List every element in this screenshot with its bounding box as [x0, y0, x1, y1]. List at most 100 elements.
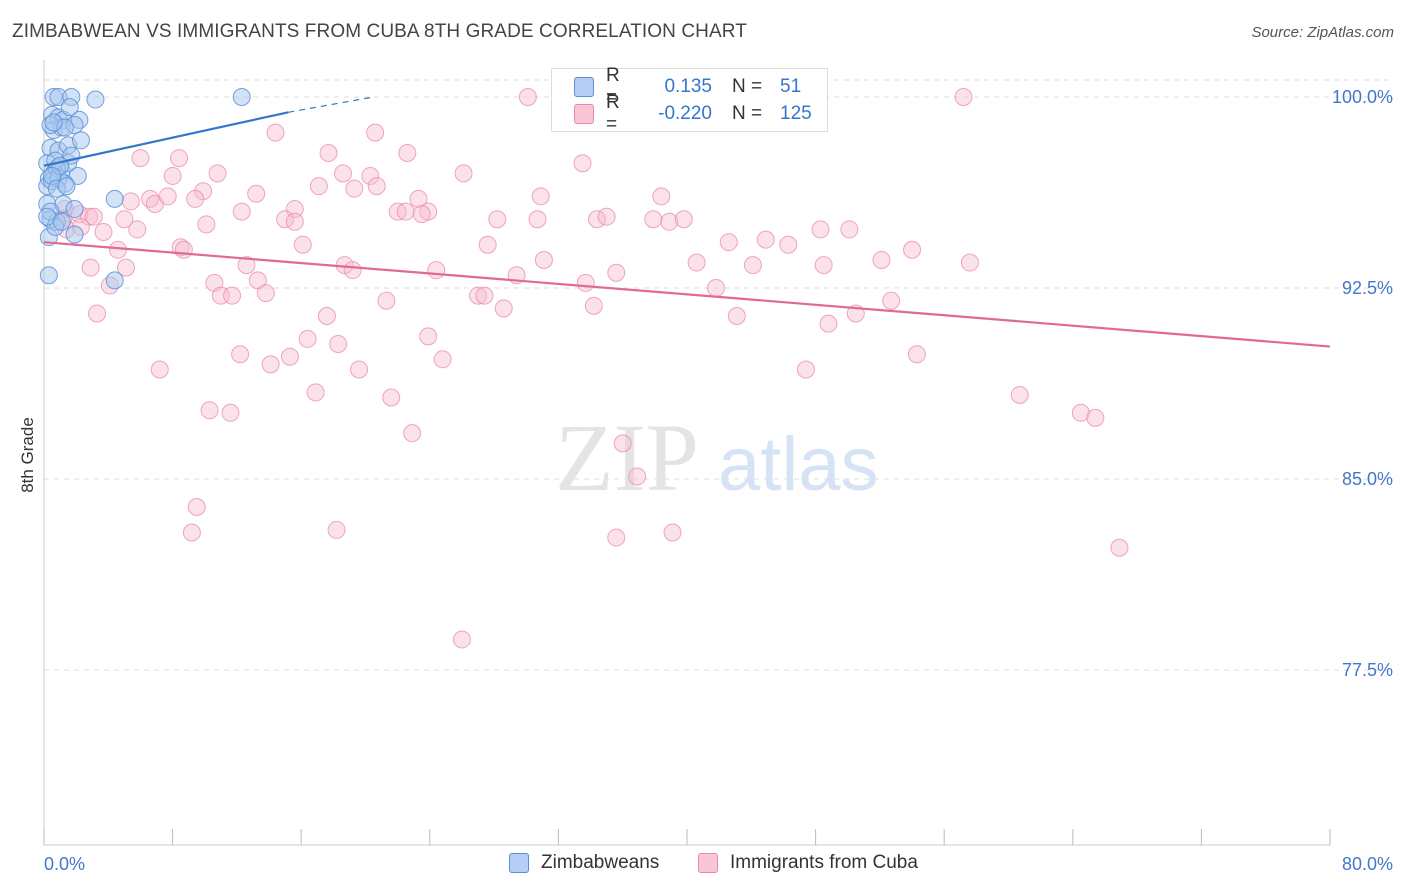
watermark-zip: ZIP: [555, 404, 699, 511]
cuba-point: [231, 345, 250, 364]
cuba-point: [266, 123, 285, 142]
cuba-point: [756, 230, 775, 249]
cuba-point: [584, 296, 603, 315]
legend-item-zimbabweans[interactable]: Zimbabweans: [509, 852, 659, 874]
series-legend: Zimbabweans Immigrants from Cuba: [0, 852, 1406, 878]
cuba-point: [377, 291, 396, 310]
cuba-point: [280, 347, 299, 366]
stats-legend: R = 0.135 N = 51 R = -0.220 N = 125: [551, 65, 828, 135]
legend-swatch-blue: [509, 853, 529, 873]
cuba-point: [779, 235, 798, 254]
cuba-point: [644, 210, 663, 229]
cuba-point: [366, 123, 385, 142]
cuba-point: [396, 202, 415, 221]
cuba-point: [1086, 408, 1105, 427]
legend-label-zimbabweans: Zimbabweans: [541, 852, 660, 873]
legend-n-value-pink: 125: [780, 103, 812, 124]
zimbabwe-point: [71, 131, 90, 150]
cuba-point: [597, 207, 616, 226]
cuba-point: [350, 360, 369, 379]
cuba-point: [285, 212, 304, 231]
zimbabwe-point: [105, 271, 124, 290]
cuba-point: [221, 403, 240, 422]
cuba-point: [158, 187, 177, 206]
cuba-point: [613, 434, 632, 453]
cuba-point: [170, 149, 189, 168]
zimbabwe-point: [52, 212, 71, 231]
cuba-point: [174, 240, 193, 259]
watermark: ZIP atlas: [555, 404, 879, 511]
cuba-point: [409, 189, 428, 208]
cuba-point: [478, 235, 497, 254]
cuba-point: [223, 286, 242, 305]
zimbabwe-point: [39, 266, 58, 285]
cuba-point: [171, 238, 190, 257]
cuba-point: [494, 299, 513, 318]
legend-item-cuba[interactable]: Immigrants from Cuba: [698, 852, 918, 874]
cuba-point: [293, 235, 312, 254]
cuba-point: [469, 286, 488, 305]
cuba-point: [960, 253, 979, 272]
cuba-point: [382, 388, 401, 407]
y-tick-label: 92.5%: [1342, 278, 1393, 298]
cuba-point: [660, 212, 679, 231]
cuba-point: [317, 307, 336, 326]
cuba-point: [361, 166, 380, 185]
cuba-point: [237, 256, 256, 275]
cuba-point: [652, 187, 671, 206]
cuba-point: [150, 360, 169, 379]
y-tick-labels: 100.0% 92.5% 85.0% 77.5%: [1332, 87, 1393, 680]
x-tick-max: 80.0%: [1342, 854, 1393, 874]
cuba-point: [115, 210, 134, 229]
cuba-point: [796, 360, 815, 379]
y-tick-label: 77.5%: [1342, 660, 1393, 680]
legend-swatch-pink: [574, 104, 594, 124]
legend-swatch-blue: [574, 77, 594, 97]
cuba-point: [576, 273, 595, 292]
cuba-point: [573, 154, 592, 173]
cuba-point: [872, 250, 891, 269]
legend-row-zimbabwe: R = 0.135 N = 51: [574, 65, 820, 108]
cuba-point: [1010, 385, 1029, 404]
cuba-point: [333, 164, 352, 183]
legend-r-value-blue: 0.135: [664, 76, 712, 97]
cuba-trend-line: [43, 241, 1331, 348]
cuba-point: [743, 256, 762, 275]
cuba-point: [197, 215, 216, 234]
cuba-point: [141, 189, 160, 208]
zimbabwe-point: [232, 88, 251, 106]
cuba-point: [907, 345, 926, 364]
cuba-point: [306, 383, 325, 402]
cuba-point: [319, 144, 338, 163]
zimbabwe-point: [57, 177, 76, 196]
cuba-point: [531, 187, 550, 206]
cuba-point: [454, 164, 473, 183]
legend-row-cuba: R = -0.220 N = 125: [574, 92, 820, 135]
watermark-atlas: atlas: [718, 422, 879, 507]
cuba-point: [475, 286, 494, 305]
cuba-point: [1110, 538, 1129, 557]
cuba-point: [343, 261, 362, 280]
cuba-point: [186, 189, 205, 208]
cuba-point: [128, 220, 147, 239]
cuba-point: [398, 144, 417, 163]
zimbabwe-point: [44, 113, 63, 132]
cuba-point: [811, 220, 830, 239]
zimbabwe-point: [65, 225, 84, 244]
cuba-point: [840, 220, 859, 239]
cuba-point: [452, 630, 471, 649]
grid-lines: [44, 79, 1393, 671]
zimbabwe-trend-extension: [288, 96, 374, 113]
zimbabwe-point: [105, 189, 124, 208]
cuba-point: [534, 250, 553, 269]
cuba-points: [54, 88, 1129, 649]
cuba-point: [84, 207, 103, 226]
cuba-point: [607, 528, 626, 547]
cuba-point: [232, 202, 251, 221]
cuba-point: [131, 149, 150, 168]
y-tick-label: 100.0%: [1332, 87, 1393, 107]
chart-source: Source: ZipAtlas.com: [1251, 24, 1394, 41]
cuba-point: [329, 335, 348, 354]
legend-n-label: N =: [732, 76, 763, 97]
